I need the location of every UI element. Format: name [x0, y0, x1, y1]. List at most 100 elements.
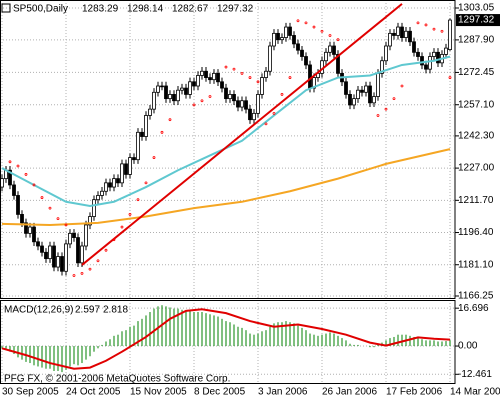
- macd-bar: [25, 346, 27, 362]
- candle-body: [184, 87, 188, 95]
- macd-bar: [209, 314, 211, 347]
- macd-bar: [413, 336, 415, 347]
- macd-bar: [193, 312, 195, 347]
- candle-body: [92, 199, 96, 217]
- macd-bar: [321, 334, 323, 347]
- macd-bar: [277, 322, 279, 347]
- symbol-icon: [1, 3, 11, 13]
- candle-body: [24, 222, 28, 234]
- candle-body: [240, 100, 244, 108]
- macd-bar: [409, 335, 411, 347]
- macd-bar: [205, 313, 207, 347]
- candle-body: [336, 54, 340, 74]
- candle-body: [324, 51, 328, 62]
- candle-body: [372, 96, 376, 104]
- macd-bar: [133, 325, 135, 347]
- sar-dot: [32, 183, 36, 187]
- candle-body: [220, 81, 224, 89]
- signal-value: 2.818: [103, 305, 128, 316]
- price-label: 1297.32: [458, 15, 495, 26]
- macd-bar: [105, 341, 107, 347]
- candle-body: [276, 32, 280, 41]
- macd-bar: [69, 346, 71, 367]
- candle-body: [364, 85, 368, 93]
- macd-bar: [417, 338, 419, 347]
- macd-bar: [337, 335, 339, 347]
- macd-bar: [33, 346, 35, 366]
- candle-body: [280, 37, 284, 41]
- candle-body: [132, 157, 136, 161]
- macd-bar: [437, 341, 439, 347]
- macd-bar: [281, 322, 283, 347]
- macd-bar: [245, 330, 247, 347]
- macd-bar: [53, 346, 55, 371]
- candle-body: [196, 75, 200, 87]
- macd-bar: [153, 308, 155, 347]
- macd-bar: [233, 324, 235, 347]
- macd-bar: [257, 333, 259, 347]
- y-tick-label: 1211.70: [458, 195, 494, 206]
- candle-body: [432, 51, 436, 57]
- macd-bar: [269, 326, 271, 347]
- y-tick-label: 1257.10: [458, 99, 495, 110]
- y-tick-label: 1287.90: [458, 35, 495, 46]
- y-tick-label: 1227.00: [458, 163, 495, 174]
- sar-dot: [112, 238, 116, 242]
- sar-dot: [280, 93, 284, 96]
- candle-body: [128, 157, 132, 175]
- x-tick-label: 3 Jan 2006: [258, 387, 308, 398]
- sar-dot: [200, 99, 204, 103]
- sar-dot: [424, 23, 428, 27]
- macd-bar: [173, 308, 175, 347]
- candle-body: [36, 241, 40, 247]
- candle-body: [60, 256, 64, 272]
- candle-body: [348, 94, 352, 106]
- candle-body: [268, 45, 272, 72]
- macd-bar: [393, 336, 395, 347]
- candle-body: [204, 70, 208, 78]
- macd-bar: [421, 339, 423, 347]
- x-tick-label: 24 Oct 2005: [66, 387, 121, 398]
- sar-dot: [248, 76, 252, 79]
- candle-body: [400, 26, 404, 38]
- macd-bar: [441, 341, 443, 347]
- candle-body: [52, 245, 56, 268]
- sar-dot: [80, 271, 84, 275]
- price-frame: [0, 0, 456, 299]
- candle-body: [136, 131, 140, 161]
- macd-bar: [1, 346, 3, 349]
- macd-bar: [217, 316, 219, 347]
- macd-bar: [65, 346, 67, 370]
- macd-bar: [93, 346, 95, 352]
- macd-bar: [225, 321, 227, 347]
- candle-body: [116, 178, 120, 184]
- candle-body: [160, 85, 164, 88]
- macd-bar: [249, 333, 251, 347]
- candle-body: [120, 163, 124, 184]
- sar-dot: [120, 225, 124, 229]
- macd-bar: [137, 321, 139, 347]
- chart-title: SP500,Daily: [13, 4, 68, 15]
- candle-body: [124, 163, 128, 175]
- candle-body: [180, 87, 184, 91]
- candle-body: [344, 81, 348, 95]
- macd-bar: [345, 340, 347, 347]
- sar-dot: [448, 76, 452, 79]
- candle-body: [80, 245, 84, 264]
- macd-bar: [145, 315, 147, 347]
- sar-dot: [224, 65, 228, 69]
- candle-body: [68, 232, 72, 245]
- sar-dot: [288, 76, 292, 79]
- candle-body: [296, 43, 300, 51]
- candle-body: [404, 30, 408, 38]
- macd-bar: [41, 346, 43, 368]
- candle-body: [16, 195, 20, 215]
- candle-body: [140, 131, 144, 137]
- x-tick-label: 26 Jan 2006: [322, 387, 377, 398]
- macd-bar: [349, 343, 351, 347]
- sar-dot: [144, 181, 148, 185]
- candle-body: [208, 77, 212, 81]
- candle-body: [12, 184, 16, 196]
- macd-bar: [5, 346, 7, 350]
